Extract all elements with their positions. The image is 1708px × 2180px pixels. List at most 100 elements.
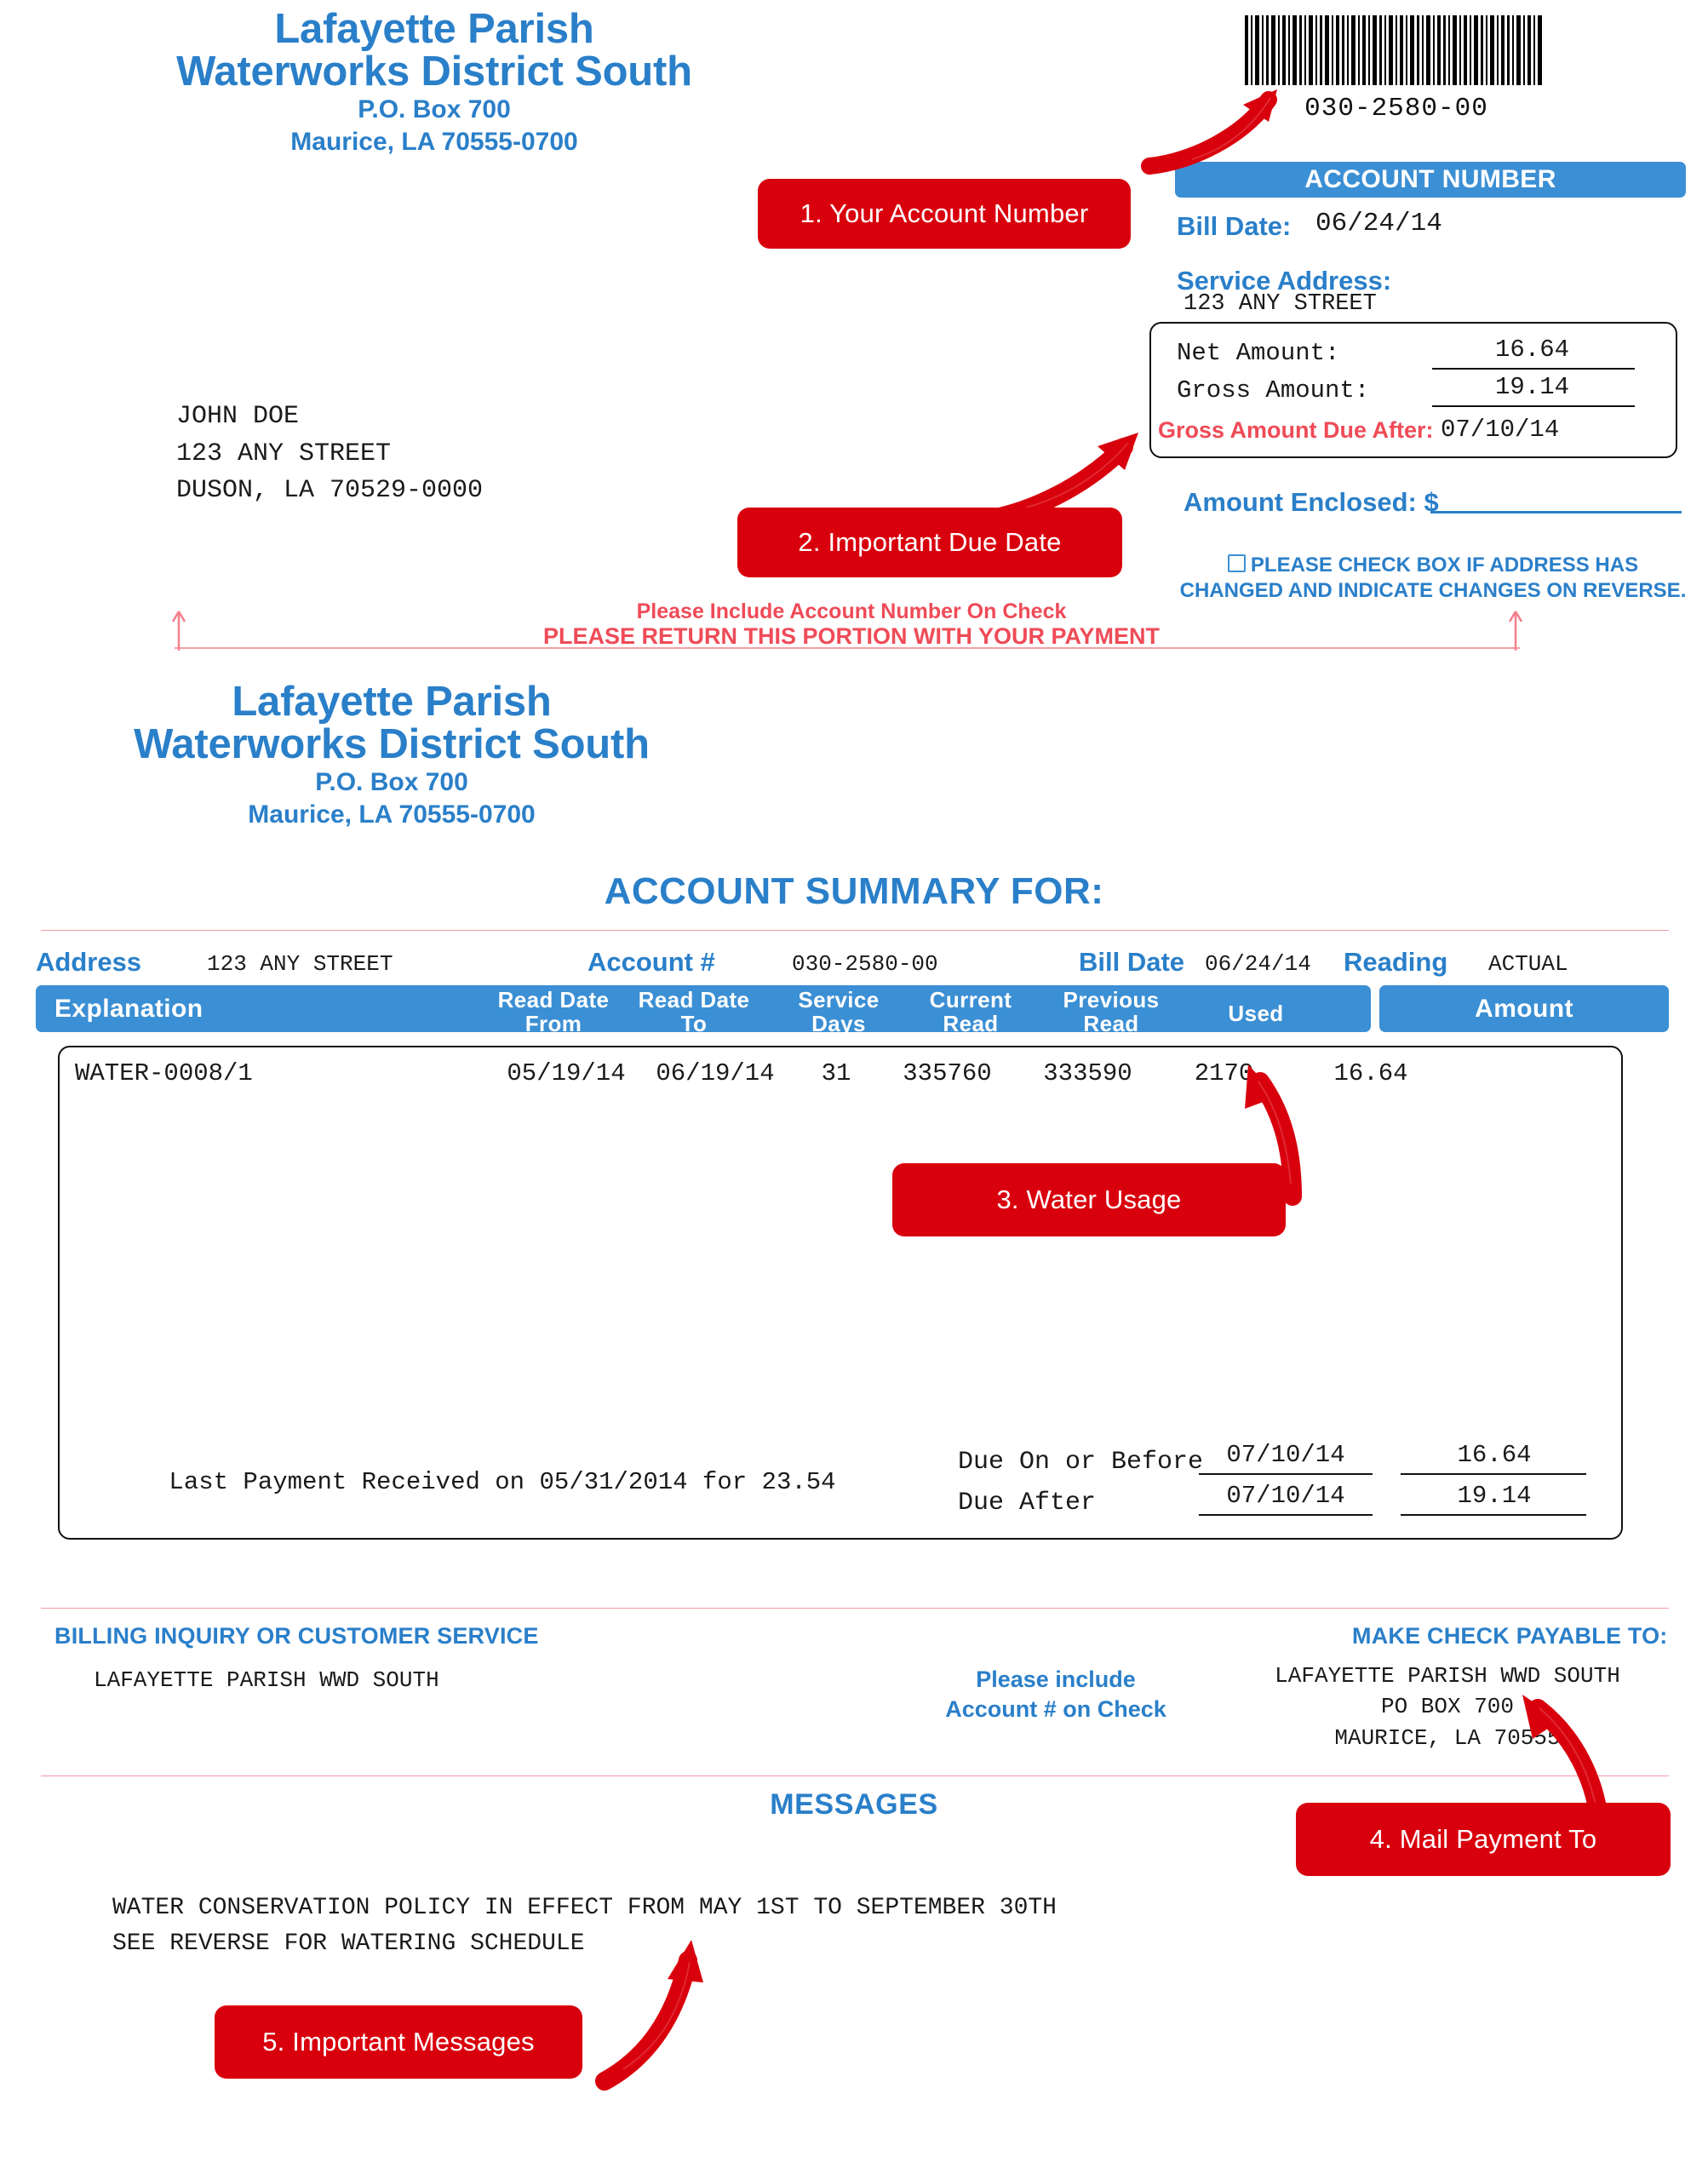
table-header-read-date-to: Read Date To (638, 987, 750, 1037)
gross-amount-label: Gross Amount: (1177, 376, 1370, 404)
billing-inquiry-label: BILLING INQUIRY OR CUSTOMER SERVICE (54, 1623, 539, 1649)
company-city-state-zip: Maurice, LA 70555-0700 (290, 127, 578, 156)
summary-address-label: Address (36, 947, 142, 977)
due-on-or-before-amount: 16.64 (1457, 1441, 1532, 1469)
address-change-line2: CHANGED AND INDICATE CHANGES ON REVERSE. (1179, 579, 1687, 602)
message-line-2: SEE REVERSE FOR WATERING SCHEDULE (112, 1930, 585, 1957)
company-name-line1-main: Lafayette Parish (232, 679, 552, 725)
messages-body: WATER CONSERVATION POLICY IN EFFECT FROM… (112, 1890, 1057, 1962)
account-barcode (1243, 15, 1550, 85)
company-logo-main: Lafayette Parish Waterworks District Sou… (17, 681, 766, 830)
callout-3-arrow-icon (1245, 1064, 1302, 1206)
callout-5-arrow-icon (595, 1940, 703, 2091)
gross-due-after-value: 07/10/14 (1441, 416, 1560, 444)
amount-enclosed-input[interactable] (1430, 511, 1682, 513)
cell-previous-read: 333590 (1043, 1059, 1132, 1087)
callout-3-water-usage[interactable]: 3. Water Usage (892, 1163, 1286, 1236)
callout-2-important-due-date[interactable]: 2. Important Due Date (737, 508, 1122, 577)
net-amount-underline (1432, 368, 1635, 370)
due-on-or-before-label: Due On or Before (958, 1448, 1204, 1477)
company-po-box: P.O. Box 700 (358, 95, 511, 124)
billing-inquiry-value: LAFAYETTE PARISH WWD SOUTH (94, 1667, 439, 1693)
due-after-label: Due After (958, 1489, 1097, 1517)
summary-reading-value: ACTUAL (1488, 951, 1568, 977)
perforation-tick-right-icon (1508, 611, 1523, 651)
gross-amount-underline (1432, 405, 1635, 407)
cell-read-date-from: 05/19/14 (507, 1059, 626, 1087)
amount-enclosed-label: Amount Enclosed: $ (1184, 487, 1439, 517)
company-logo-top: Lafayette Parish Waterworks District Sou… (68, 9, 800, 158)
due-on-or-before-date: 07/10/14 (1226, 1441, 1345, 1469)
customer-address-block: JOHN DOE 123 ANY STREET DUSON, LA 70529-… (176, 399, 483, 510)
customer-city-state-zip: DUSON, LA 70529-0000 (176, 476, 484, 505)
cell-used: 2170 (1194, 1059, 1254, 1087)
make-check-payable-label: MAKE CHECK PAYABLE TO: (1352, 1623, 1668, 1649)
stub-amount-box: Net Amount: 16.64 Gross Amount: 19.14 Gr… (1149, 322, 1677, 458)
account-number-banner: ACCOUNT NUMBER (1175, 162, 1686, 198)
summary-bill-date-value: 06/24/14 (1205, 951, 1311, 977)
callout-4-mail-payment-to[interactable]: 4. Mail Payment To (1296, 1803, 1671, 1876)
callout-5-important-messages[interactable]: 5. Important Messages (215, 2005, 582, 2079)
table-header-middle-group: Read Date From Read Date To Service Days… (485, 985, 1371, 1036)
perforation-line (175, 647, 1520, 649)
company-city-state-zip-main: Maurice, LA 70555-0700 (248, 800, 536, 829)
include-account-note: Please Include Account Number On Check (636, 600, 1067, 623)
please-include-note: Please include Account # on Check (945, 1665, 1166, 1724)
footer-top-rule (41, 1608, 1669, 1609)
cell-amount: 16.64 (1333, 1059, 1408, 1087)
table-body-box: WATER-0008/1 05/19/14 06/19/14 31 335760… (58, 1046, 1623, 1540)
callout-4-arrow-icon (1522, 1695, 1608, 1827)
table-header-read-date-from: Read Date From (497, 987, 610, 1037)
due-after-date-underline (1199, 1514, 1373, 1516)
cell-explanation: WATER-0008/1 (75, 1059, 253, 1087)
company-po-box-main: P.O. Box 700 (315, 768, 468, 797)
table-header-amount: Amount (1379, 985, 1669, 1032)
payable-line1: LAFAYETTE PARISH WWD SOUTH (1275, 1663, 1620, 1689)
due-before-amount-underline (1401, 1473, 1586, 1475)
due-before-date-underline (1199, 1473, 1373, 1475)
summary-account-label: Account # (587, 947, 715, 977)
net-amount-value: 16.64 (1494, 336, 1569, 364)
summary-reading-label: Reading (1344, 947, 1448, 977)
table-header-current-read: Current Read (929, 987, 1012, 1037)
company-name-line2-main: Waterworks District South (134, 721, 650, 767)
due-after-amount-underline (1401, 1514, 1586, 1516)
stub-service-address-value: 123 ANY STREET (1184, 291, 1377, 317)
table-header-service-days: Service Days (798, 987, 880, 1037)
messages-heading: MESSAGES (770, 1788, 938, 1821)
callout-1-your-account-number[interactable]: 1. Your Account Number (758, 179, 1131, 249)
stub-service-address-label: Service Address: (1177, 266, 1392, 295)
customer-street: 123 ANY STREET (176, 439, 392, 468)
perforation-tick-left-icon (171, 611, 186, 651)
summary-account-value: 030-2580-00 (792, 951, 938, 977)
account-summary-heading: ACCOUNT SUMMARY FOR: (604, 870, 1104, 912)
payable-address-block: LAFAYETTE PARISH WWD SOUTH PO BOX 700 MA… (1192, 1661, 1703, 1753)
address-change-notice: PLEASE CHECK BOX IF ADDRESS HAS CHANGED … (1178, 554, 1688, 603)
summary-address-value: 123 ANY STREET (207, 951, 393, 977)
due-after-date: 07/10/14 (1226, 1482, 1345, 1510)
please-include-line2: Account # on Check (945, 1696, 1166, 1723)
stub-bill-date-label: Bill Date: (1177, 211, 1292, 241)
due-after-amount: 19.14 (1457, 1482, 1532, 1510)
gross-due-after-label: Gross Amount Due After: (1158, 417, 1434, 443)
message-line-1: WATER CONSERVATION POLICY IN EFFECT FROM… (112, 1895, 1057, 1921)
please-include-line1: Please include (976, 1667, 1136, 1692)
cell-service-days: 31 (821, 1059, 851, 1087)
payable-line3: MAURICE, LA 70555 (1334, 1724, 1561, 1751)
company-name-line2: Waterworks District South (176, 49, 692, 95)
return-portion-note: PLEASE RETURN THIS PORTION WITH YOUR PAY… (542, 623, 1161, 649)
cell-read-date-to: 06/19/14 (656, 1059, 775, 1087)
net-amount-label: Net Amount: (1177, 339, 1340, 367)
gross-amount-value: 19.14 (1494, 373, 1569, 401)
table-header-previous-read: Previous Read (1063, 987, 1160, 1037)
address-change-line1: PLEASE CHECK BOX IF ADDRESS HAS (1250, 554, 1639, 577)
table-row: WATER-0008/1 05/19/14 06/19/14 31 335760… (60, 1047, 1621, 1093)
company-name-line1: Lafayette Parish (274, 6, 594, 52)
summary-top-rule (41, 930, 1669, 931)
address-change-checkbox[interactable] (1227, 554, 1246, 572)
barcode-icon (1245, 15, 1542, 85)
last-payment-note: Last Payment Received on 05/31/2014 for … (169, 1468, 836, 1496)
customer-name: JOHN DOE (176, 402, 300, 431)
table-header-explanation: Explanation (36, 985, 497, 1032)
